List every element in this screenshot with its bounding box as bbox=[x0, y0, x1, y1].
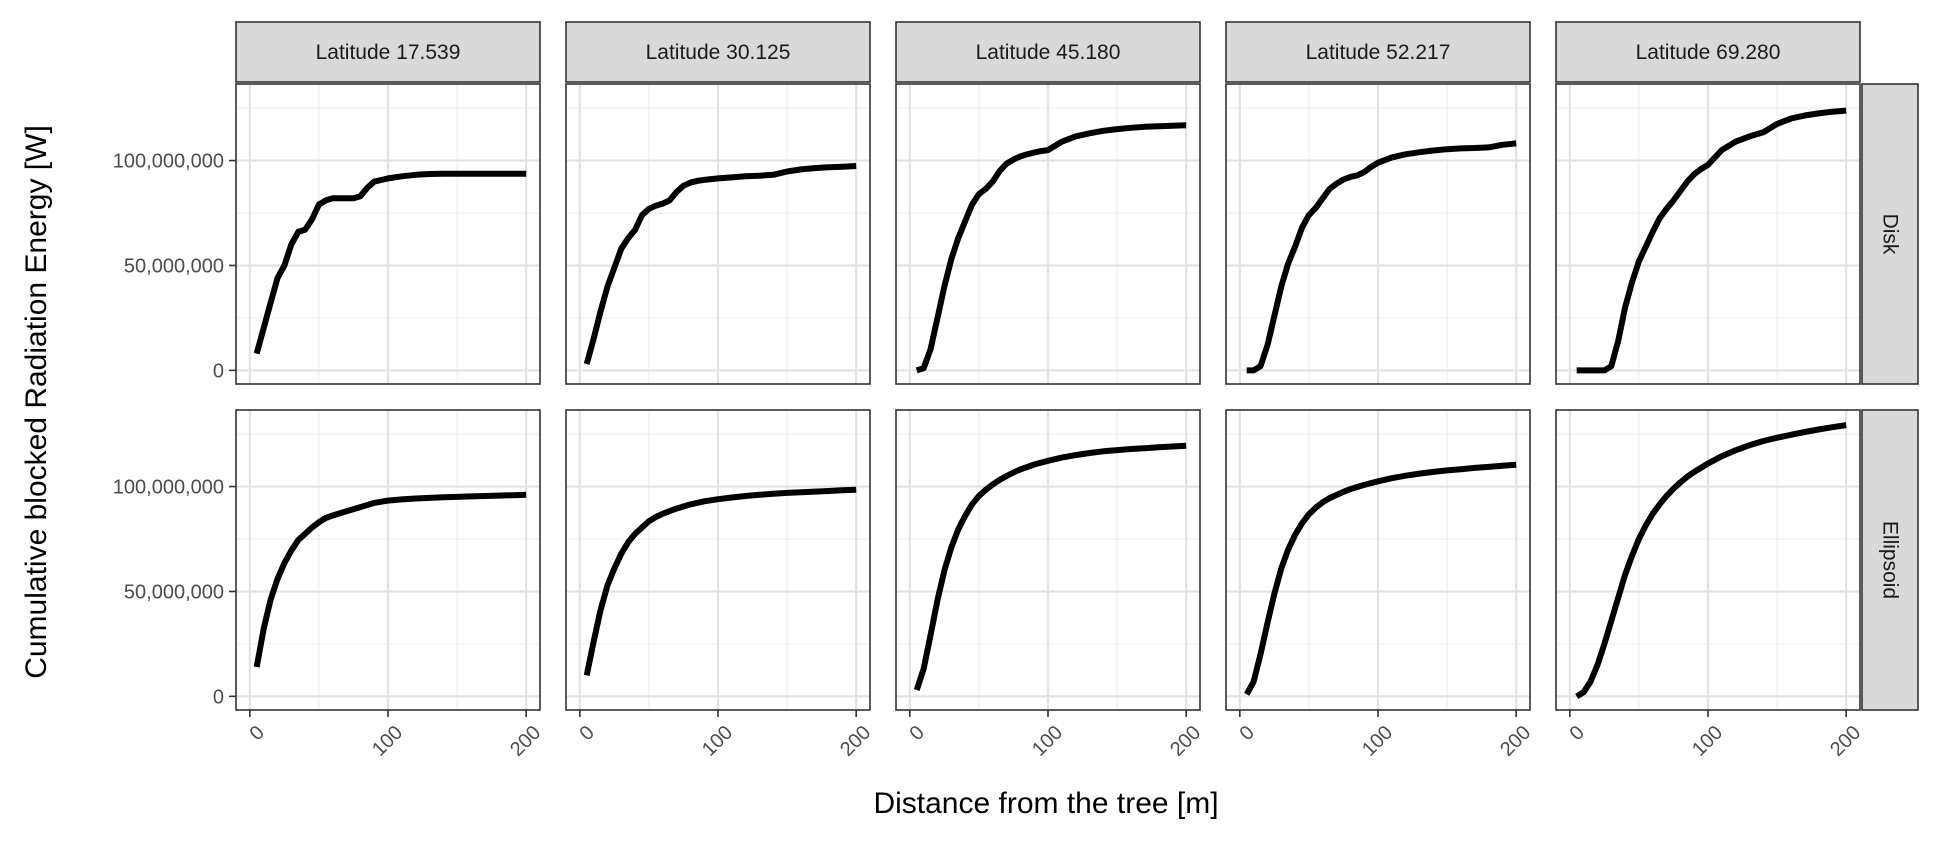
x-tick-label: 100 bbox=[1028, 722, 1067, 761]
x-tick-label: 200 bbox=[1166, 722, 1205, 761]
strip-background bbox=[565, 21, 871, 83]
column-strip: Latitude 45.180 bbox=[895, 21, 1201, 83]
strip-background bbox=[1861, 83, 1919, 385]
x-tick-label: 100 bbox=[1688, 722, 1727, 761]
column-strip: Latitude 17.539 bbox=[235, 21, 541, 83]
column-strip-label: Latitude 69.280 bbox=[1636, 41, 1781, 64]
x-tick-label: 0 bbox=[1236, 722, 1259, 745]
x-tick-label: 0 bbox=[906, 722, 929, 745]
strip-background bbox=[1225, 21, 1531, 83]
x-tick-label: 200 bbox=[836, 722, 875, 761]
x-tick-label: 0 bbox=[246, 722, 269, 745]
y-tick-label: 50,000,000 bbox=[124, 581, 224, 603]
x-tick-label: 200 bbox=[506, 722, 545, 761]
x-axis-title: Distance from the tree [m] bbox=[873, 787, 1218, 820]
panel-ellipsoid-col-3 bbox=[895, 409, 1201, 711]
panel-border bbox=[895, 83, 1201, 385]
facet-strips: Latitude 17.539 Latitude 30.125 Latitude 4… bbox=[235, 21, 1919, 711]
y-tick-label: 50,000,000 bbox=[124, 255, 224, 277]
panel-disk-col-3 bbox=[895, 83, 1201, 385]
x-tick-label: 100 bbox=[698, 722, 737, 761]
column-strip-label: Latitude 30.125 bbox=[646, 41, 791, 64]
y-tick-label: 0 bbox=[213, 686, 224, 708]
row-strip: Ellipsoid bbox=[1861, 409, 1919, 711]
strip-background bbox=[1555, 21, 1861, 83]
panel-ellipsoid-col-2 bbox=[565, 409, 871, 711]
strip-background bbox=[895, 21, 1201, 83]
panel-border bbox=[565, 83, 871, 385]
panel-ellipsoid-col-1 bbox=[235, 409, 541, 711]
series-line bbox=[1246, 140, 1517, 374]
y-axis-title: Cumulative blocked Radiation Energy [W] bbox=[20, 125, 53, 679]
series-line bbox=[915, 122, 1187, 374]
column-strip-label: Latitude 52.217 bbox=[1306, 41, 1451, 64]
row-strip: Disk bbox=[1861, 83, 1919, 385]
panel-disk-col-1 bbox=[235, 83, 541, 385]
panel-ellipsoid-col-4 bbox=[1225, 409, 1531, 711]
strip-background bbox=[235, 21, 541, 83]
x-tick-label: 0 bbox=[576, 722, 599, 745]
series-line bbox=[253, 170, 527, 355]
panels-layer bbox=[235, 83, 1861, 711]
column-strip: Latitude 69.280 bbox=[1555, 21, 1861, 83]
series-line bbox=[1576, 107, 1847, 374]
panel-border bbox=[235, 83, 541, 385]
column-strip: Latitude 30.125 bbox=[565, 21, 871, 83]
series-line bbox=[913, 442, 1187, 692]
series-line bbox=[1575, 422, 1847, 699]
x-tick-label: 100 bbox=[1358, 722, 1397, 761]
row-strip-label: Disk bbox=[1879, 214, 1902, 255]
strip-background bbox=[1861, 409, 1919, 711]
series-line bbox=[1244, 461, 1517, 696]
panel-disk-col-4 bbox=[1225, 83, 1531, 385]
series-line bbox=[583, 163, 857, 365]
column-strip-label: Latitude 45.180 bbox=[976, 41, 1121, 64]
panel-ellipsoid-col-5 bbox=[1555, 409, 1861, 711]
y-tick-label: 100,000,000 bbox=[113, 151, 224, 173]
column-strip: Latitude 52.217 bbox=[1225, 21, 1531, 83]
y-tick-label: 100,000,000 bbox=[113, 477, 224, 499]
row-strip-label: Ellipsoid bbox=[1879, 521, 1902, 599]
x-tick-label: 100 bbox=[368, 722, 407, 761]
panel-disk-col-2 bbox=[565, 83, 871, 385]
panel-border bbox=[1555, 83, 1861, 385]
x-tick-label: 200 bbox=[1496, 722, 1535, 761]
x-tick-label: 200 bbox=[1826, 722, 1865, 761]
series-line bbox=[253, 491, 527, 668]
column-strip-label: Latitude 17.539 bbox=[316, 41, 461, 64]
y-tick-label: 0 bbox=[213, 360, 224, 382]
panel-disk-col-5 bbox=[1555, 83, 1861, 385]
x-tick-label: 0 bbox=[1566, 722, 1589, 745]
panel-border bbox=[1225, 83, 1531, 385]
series-line bbox=[583, 486, 857, 677]
